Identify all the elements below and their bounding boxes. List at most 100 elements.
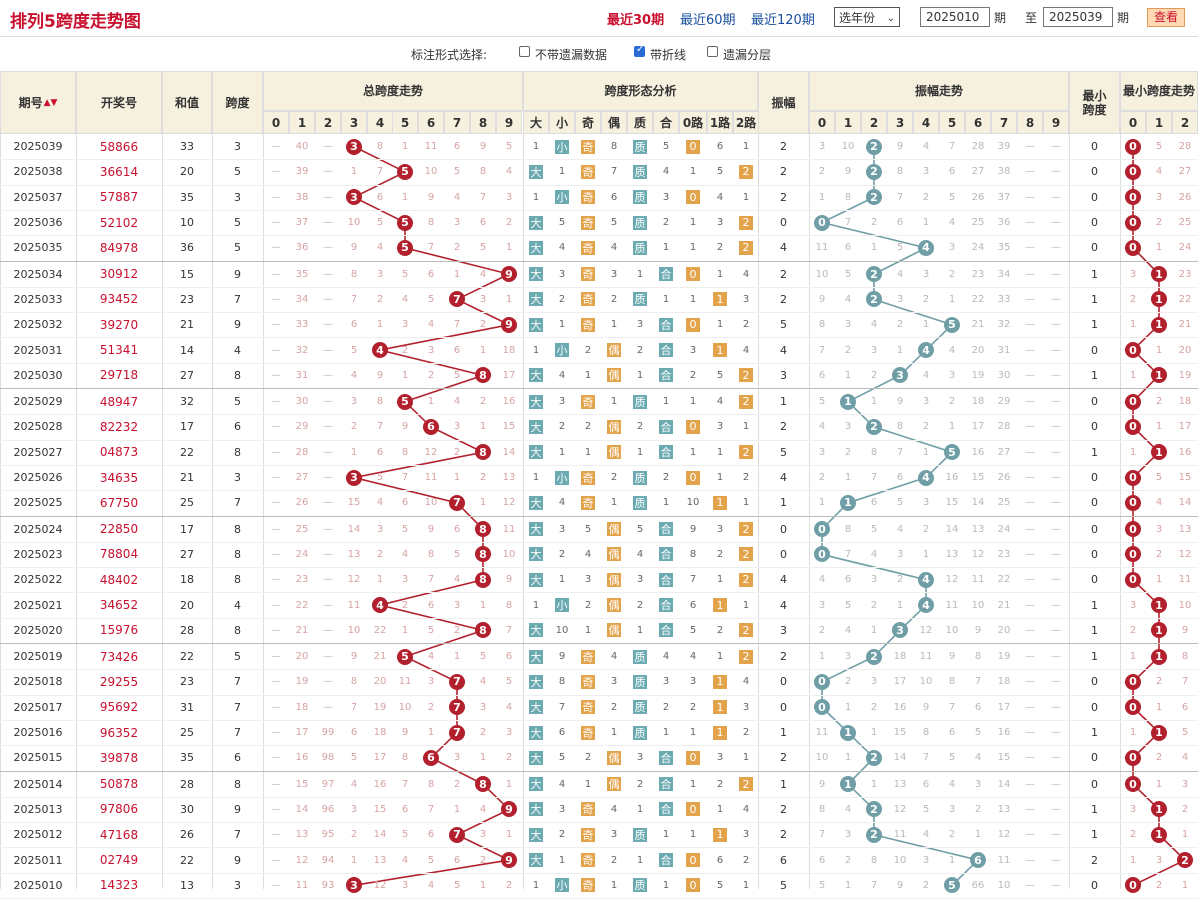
shape-mark: 大 <box>529 215 543 230</box>
min-span-cell: 2 <box>1091 853 1098 867</box>
sort-icon[interactable]: ▲▼ <box>43 97 58 108</box>
miss-value: 2 <box>948 396 956 408</box>
miss-value: 16 <box>373 778 387 790</box>
sum-cell: 20 <box>180 598 194 612</box>
span-trend-cell: 16 <box>367 772 393 797</box>
shape-cell: 1 <box>679 210 707 235</box>
miss-value: 1 <box>479 497 487 509</box>
miss-value: 3 <box>948 369 956 381</box>
amp-trend-cell: 9 <box>809 287 835 312</box>
min-trend-cell: 0 <box>1120 210 1146 235</box>
min-span-cell: 0 <box>1091 751 1098 765</box>
miss-value: 36 <box>997 217 1011 229</box>
miss-value: 5 <box>376 472 384 484</box>
min-trend-cell: 0 <box>1120 669 1146 694</box>
miss-value: 4 <box>427 651 435 663</box>
range-link-120[interactable]: 最近120期 <box>751 13 815 28</box>
miss-value: 1 <box>922 548 930 560</box>
amp-trend-cell: 24 <box>965 235 991 260</box>
miss-value: 4 <box>610 651 618 663</box>
option-checkbox-no-miss[interactable] <box>519 46 530 57</box>
span-trend-cell: 9 <box>341 644 367 669</box>
span-cell: 7 <box>234 700 241 714</box>
miss-value: 9 <box>558 651 566 663</box>
amp-ball: 2 <box>866 749 882 766</box>
shape-mark: 2 <box>739 164 753 179</box>
miss-value: 10 <box>1178 599 1192 611</box>
span-trend-cell: 1 <box>444 797 470 822</box>
to-period-input[interactable]: 2025039 <box>1043 7 1113 27</box>
miss-value: 1 <box>558 446 566 458</box>
span-trend-cell: 26 <box>289 490 315 515</box>
range-link-60[interactable]: 最近60期 <box>680 13 736 28</box>
miss-value: 1 <box>948 854 956 866</box>
miss-value: 3 <box>558 268 566 280</box>
amp-trend-cell: 8 <box>809 797 835 822</box>
miss-value: 12 <box>1178 548 1192 560</box>
span-ball: 9 <box>501 266 517 283</box>
span-trend-cell: 23 <box>289 567 315 592</box>
shape-cell: 2 <box>575 414 601 439</box>
amp-digit-1: 1 <box>835 111 861 134</box>
min-trend-cell: 0 <box>1120 490 1146 515</box>
amp-trend-cell: — <box>1043 389 1069 414</box>
amp-trend-cell: 17 <box>991 695 1017 720</box>
miss-value: 1 <box>532 599 540 611</box>
shape-cell: 5 <box>627 517 653 542</box>
from-period-input[interactable]: 2025010 <box>920 7 990 27</box>
shape-mark: 大 <box>529 649 543 664</box>
shape-cell: 3 <box>733 695 759 720</box>
miss-value: 2 <box>844 676 852 688</box>
amp-trend-cell: 7 <box>887 185 913 210</box>
shape-cell: 1 <box>549 159 575 184</box>
col-period[interactable]: 期号 ▲▼ <box>0 71 76 134</box>
miss-value: 95 <box>321 829 335 841</box>
miss-value: — <box>323 217 333 229</box>
span-trend-cell: 8 <box>496 592 522 617</box>
shape-cell: 奇 <box>575 822 601 847</box>
miss-value: 6 <box>453 523 461 535</box>
shape-mark: 偶 <box>607 419 621 434</box>
miss-value: 12 <box>347 574 361 586</box>
span-trend-cell: 1 <box>392 185 418 210</box>
query-button[interactable]: 查看 <box>1147 8 1185 27</box>
span-trend-cell: 16 <box>289 745 315 770</box>
miss-value: 7 <box>558 701 566 713</box>
shape-cell: 2 <box>707 235 733 260</box>
span-trend-cell: 17 <box>496 363 522 388</box>
miss-value: 5 <box>896 242 904 254</box>
shape-mark: 合 <box>659 547 673 562</box>
amp-trend-cell: 3 <box>939 797 965 822</box>
miss-value: 11 <box>1178 574 1192 586</box>
amp-trend-cell: 25 <box>965 210 991 235</box>
miss-value: 11 <box>424 141 438 153</box>
span-trend-cell: 8 <box>470 517 496 542</box>
option-checkbox-line[interactable] <box>634 44 645 57</box>
year-select[interactable]: 选年份 ⌄ <box>834 7 900 27</box>
miss-value: 8 <box>974 651 982 663</box>
amp-trend-cell: 29 <box>991 389 1017 414</box>
miss-value: 4 <box>818 421 826 433</box>
draw-number-cell: 04873 <box>99 445 139 460</box>
miss-value: 1 <box>689 166 697 178</box>
amp-trend-cell: — <box>1017 337 1043 362</box>
shape-cell: 1 <box>707 797 733 822</box>
shape-mark: 奇 <box>581 394 595 409</box>
shape-cell: 5 <box>707 159 733 184</box>
span-trend-cell: 4 <box>392 542 418 567</box>
amp-trend-cell: 13 <box>965 517 991 542</box>
span-trend-cell: — <box>263 490 289 515</box>
miss-value: 7 <box>350 701 358 713</box>
amp-trend-cell: — <box>1017 745 1043 770</box>
miss-value: 3 <box>1129 599 1137 611</box>
shape-cell: 2 <box>733 847 759 872</box>
amp-trend-cell: 3 <box>939 363 965 388</box>
range-link-30[interactable]: 最近30期 <box>607 13 665 28</box>
miss-value: 5 <box>479 651 487 663</box>
miss-value: 7 <box>844 548 852 560</box>
span-trend-cell: 5 <box>341 745 367 770</box>
option-checkbox-layer[interactable] <box>707 46 718 57</box>
span-trend-cell: — <box>263 363 289 388</box>
amp-trend-cell: 3 <box>913 159 939 184</box>
miss-value: 2 <box>662 472 670 484</box>
